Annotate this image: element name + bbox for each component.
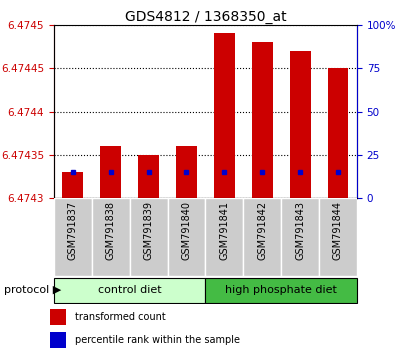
Text: GSM791844: GSM791844 [333, 201, 343, 259]
Bar [54, 278, 205, 303]
Bar [54, 198, 92, 276]
Bar [138, 155, 159, 198]
Bar [63, 172, 83, 198]
Bar [50, 309, 66, 325]
Bar [214, 33, 235, 198]
Text: GSM791842: GSM791842 [257, 201, 267, 260]
Text: percentile rank within the sample: percentile rank within the sample [75, 335, 240, 345]
Bar [50, 332, 66, 348]
Bar [281, 198, 319, 276]
Text: GSM791837: GSM791837 [68, 201, 78, 260]
Bar [327, 68, 348, 198]
Text: GSM791839: GSM791839 [144, 201, 154, 259]
Bar [176, 146, 197, 198]
Bar [252, 42, 273, 198]
Text: control diet: control diet [98, 285, 161, 295]
Text: GSM791843: GSM791843 [295, 201, 305, 259]
Bar [290, 51, 310, 198]
Bar [243, 198, 281, 276]
Text: high phosphate diet: high phosphate diet [225, 285, 337, 295]
Bar [129, 198, 168, 276]
Bar [100, 146, 121, 198]
Bar [205, 198, 243, 276]
Bar [168, 198, 205, 276]
Title: GDS4812 / 1368350_at: GDS4812 / 1368350_at [124, 10, 286, 24]
Text: transformed count: transformed count [75, 312, 166, 322]
Text: GSM791840: GSM791840 [181, 201, 191, 259]
Text: GSM791838: GSM791838 [106, 201, 116, 259]
Text: protocol ▶: protocol ▶ [4, 285, 61, 295]
Bar [319, 198, 357, 276]
Bar [92, 198, 129, 276]
Bar [205, 278, 357, 303]
Text: GSM791841: GSM791841 [220, 201, 229, 259]
